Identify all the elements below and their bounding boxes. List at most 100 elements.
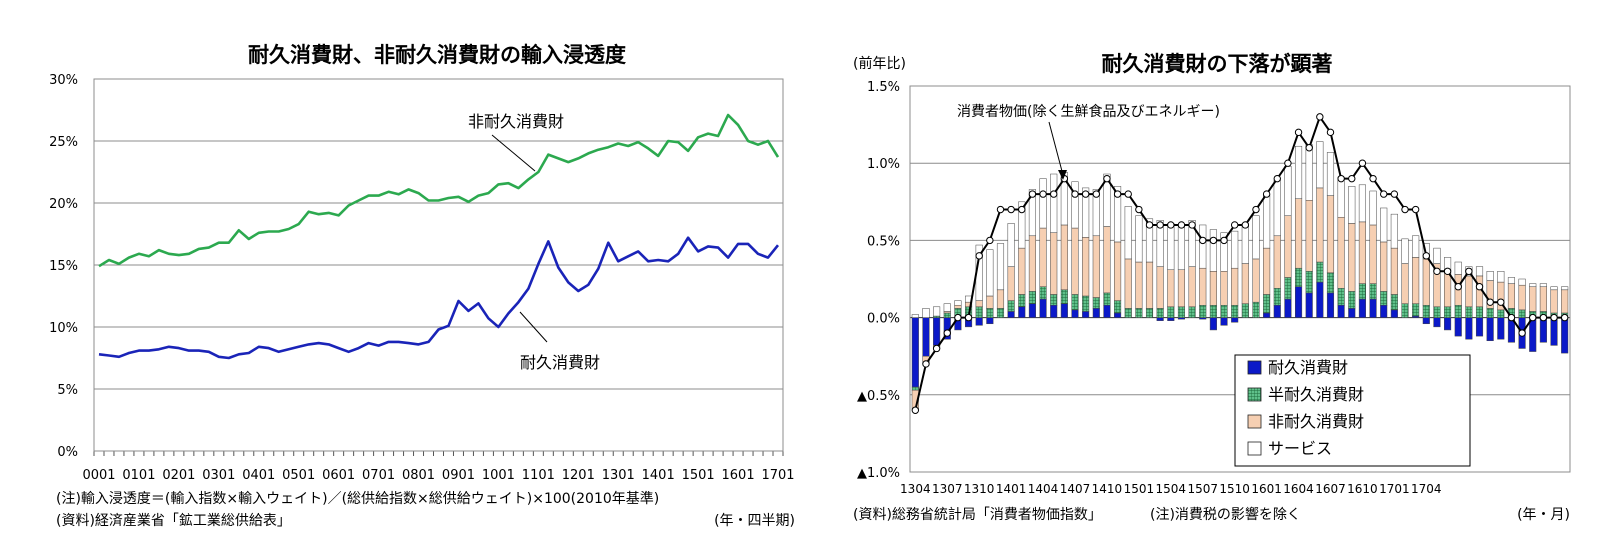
services-bar: [1401, 238, 1409, 264]
right-y-tick-label: 1.5%: [867, 80, 900, 95]
right-y-tick-label: ▲1.0%: [857, 466, 900, 481]
services-bar: [1124, 206, 1132, 260]
legend-label-durable-bar: 耐久消費財: [1268, 358, 1348, 377]
durable-bar: [1220, 317, 1228, 326]
semi-durable-bar: [1454, 304, 1462, 318]
cpi-label-arrow: [1048, 121, 1064, 176]
non-durable-bar: [1039, 227, 1047, 287]
left-x-tick-label: 1201: [562, 468, 595, 483]
semi-durable-bar: [1167, 306, 1175, 318]
services-bar: [1028, 189, 1036, 237]
non-durable-bar: [1529, 286, 1537, 312]
non-durable-bar: [1145, 261, 1154, 309]
cpi-point: [1326, 128, 1335, 137]
left-gridlines: [94, 140, 783, 390]
legend-swatch-durable-bar: [1247, 360, 1262, 375]
services-bar: [1252, 215, 1260, 260]
right-x-tick-label: 1701: [1379, 482, 1410, 496]
non-durable-bar: [1071, 227, 1079, 295]
left-y-tick-label: 10%: [49, 321, 78, 336]
services-bar: [933, 306, 941, 317]
non-durable-bar: [1284, 215, 1292, 278]
left-x-tick-label: 1001: [482, 468, 515, 483]
services-bar: [1294, 145, 1303, 199]
right-x-tick-label: 1501: [1124, 482, 1155, 496]
right-note-source: (資料)総務省統計局「消費者物価指数」: [853, 507, 1102, 523]
semi-durable-bar: [1220, 304, 1228, 318]
services-bar: [1114, 186, 1122, 243]
right-x-tick-label: 1604: [1283, 482, 1314, 496]
semi-durable-bar: [1114, 300, 1122, 314]
durable-bar: [1018, 306, 1026, 318]
durable-bar: [986, 317, 994, 325]
semi-durable-bar: [1028, 291, 1036, 304]
right-chart-title: 耐久消費財の下落が顕著: [1102, 52, 1333, 76]
cpi-point: [996, 205, 1005, 214]
non-durable-bar: [1209, 271, 1217, 306]
semi-durable-bar: [1039, 286, 1047, 300]
cpi-point: [1050, 190, 1058, 198]
durable-bar: [1114, 312, 1122, 318]
durable-bar: [1316, 281, 1324, 318]
left-y-tick-label: 15%: [49, 259, 78, 274]
cpi-point: [1358, 159, 1367, 167]
services-bar: [1475, 266, 1484, 277]
services-bar: [1273, 179, 1281, 237]
cpi-point: [1230, 221, 1239, 229]
semi-durable-bar: [1199, 304, 1207, 318]
durable-bar: [1209, 317, 1217, 331]
services-bar: [1103, 173, 1111, 227]
cpi-point: [1443, 267, 1452, 275]
left-y-tick-label: 30%: [49, 73, 78, 88]
cpi-point: [1145, 221, 1154, 229]
services-bar: [1007, 223, 1015, 267]
semi-durable-bar: [1092, 297, 1100, 309]
non-durable-bar: [1539, 286, 1547, 312]
cpi-point: [1071, 190, 1079, 198]
cpi-point: [1380, 190, 1388, 198]
cpi-line-label: 消費者物価(除く生鮮食品及びエネルギー): [957, 103, 1220, 120]
non-durable-bar: [996, 289, 1005, 309]
services-bar: [1390, 213, 1398, 249]
right-y-tick-label: 0.5%: [867, 234, 900, 249]
left-chart-title: 耐久消費財、非耐久消費財の輸入浸透度: [248, 43, 626, 67]
semi-durable-bar: [1369, 283, 1377, 300]
services-bar: [954, 300, 962, 306]
durable-bar: [1475, 317, 1484, 337]
non-durable-bar: [1401, 263, 1409, 304]
durable-bar: [933, 317, 941, 346]
right-x-tick-label: 1601: [1251, 482, 1282, 496]
durable-bar: [1465, 317, 1473, 340]
cpi-point: [1081, 190, 1090, 198]
semi-durable-bar: [1390, 294, 1398, 311]
cpi-point: [1465, 267, 1473, 275]
semi-durable-bar: [1082, 295, 1090, 312]
durable-bar: [1103, 304, 1111, 318]
durable-bar: [1561, 317, 1569, 354]
non-durable-bar: [1156, 266, 1164, 309]
semi-durable-bar: [1007, 300, 1015, 312]
cpi-contribution-chart: 耐久消費財の下落が顕著 (前年比) 1.5% 1.0% 0.5% 0.0% ▲0.5% ▲…: [853, 52, 1571, 523]
non-durable-bar: [1465, 275, 1473, 308]
cpi-point: [954, 313, 962, 322]
durable-bar: [1284, 298, 1292, 318]
left-x-tick-label: 0901: [442, 468, 475, 483]
services-bar: [1039, 178, 1047, 229]
cpi-point: [1348, 174, 1356, 183]
durable-bar: [1380, 304, 1388, 318]
non-durable-bar: [1050, 232, 1058, 295]
right-cpi-line: [911, 113, 1569, 414]
durable-bar: [1007, 311, 1015, 318]
cpi-point: [964, 313, 973, 322]
right-period-label: (年・月): [1517, 507, 1570, 523]
semi-durable-bar: [1124, 308, 1132, 318]
semi-durable-bar: [1412, 303, 1420, 317]
cpi-point: [1454, 283, 1462, 291]
services-bar: [1188, 220, 1196, 267]
cpi-point: [1039, 190, 1047, 198]
left-note-formula: (注)輸入浸透度＝(輸入指数×輸入ウェイト)／(総供給指数×総供給ウェイト)×1…: [56, 490, 659, 507]
left-x-tick-label: 0501: [282, 468, 315, 483]
left-x-tick-label: 0401: [242, 468, 275, 483]
cpi-point: [1486, 298, 1494, 306]
